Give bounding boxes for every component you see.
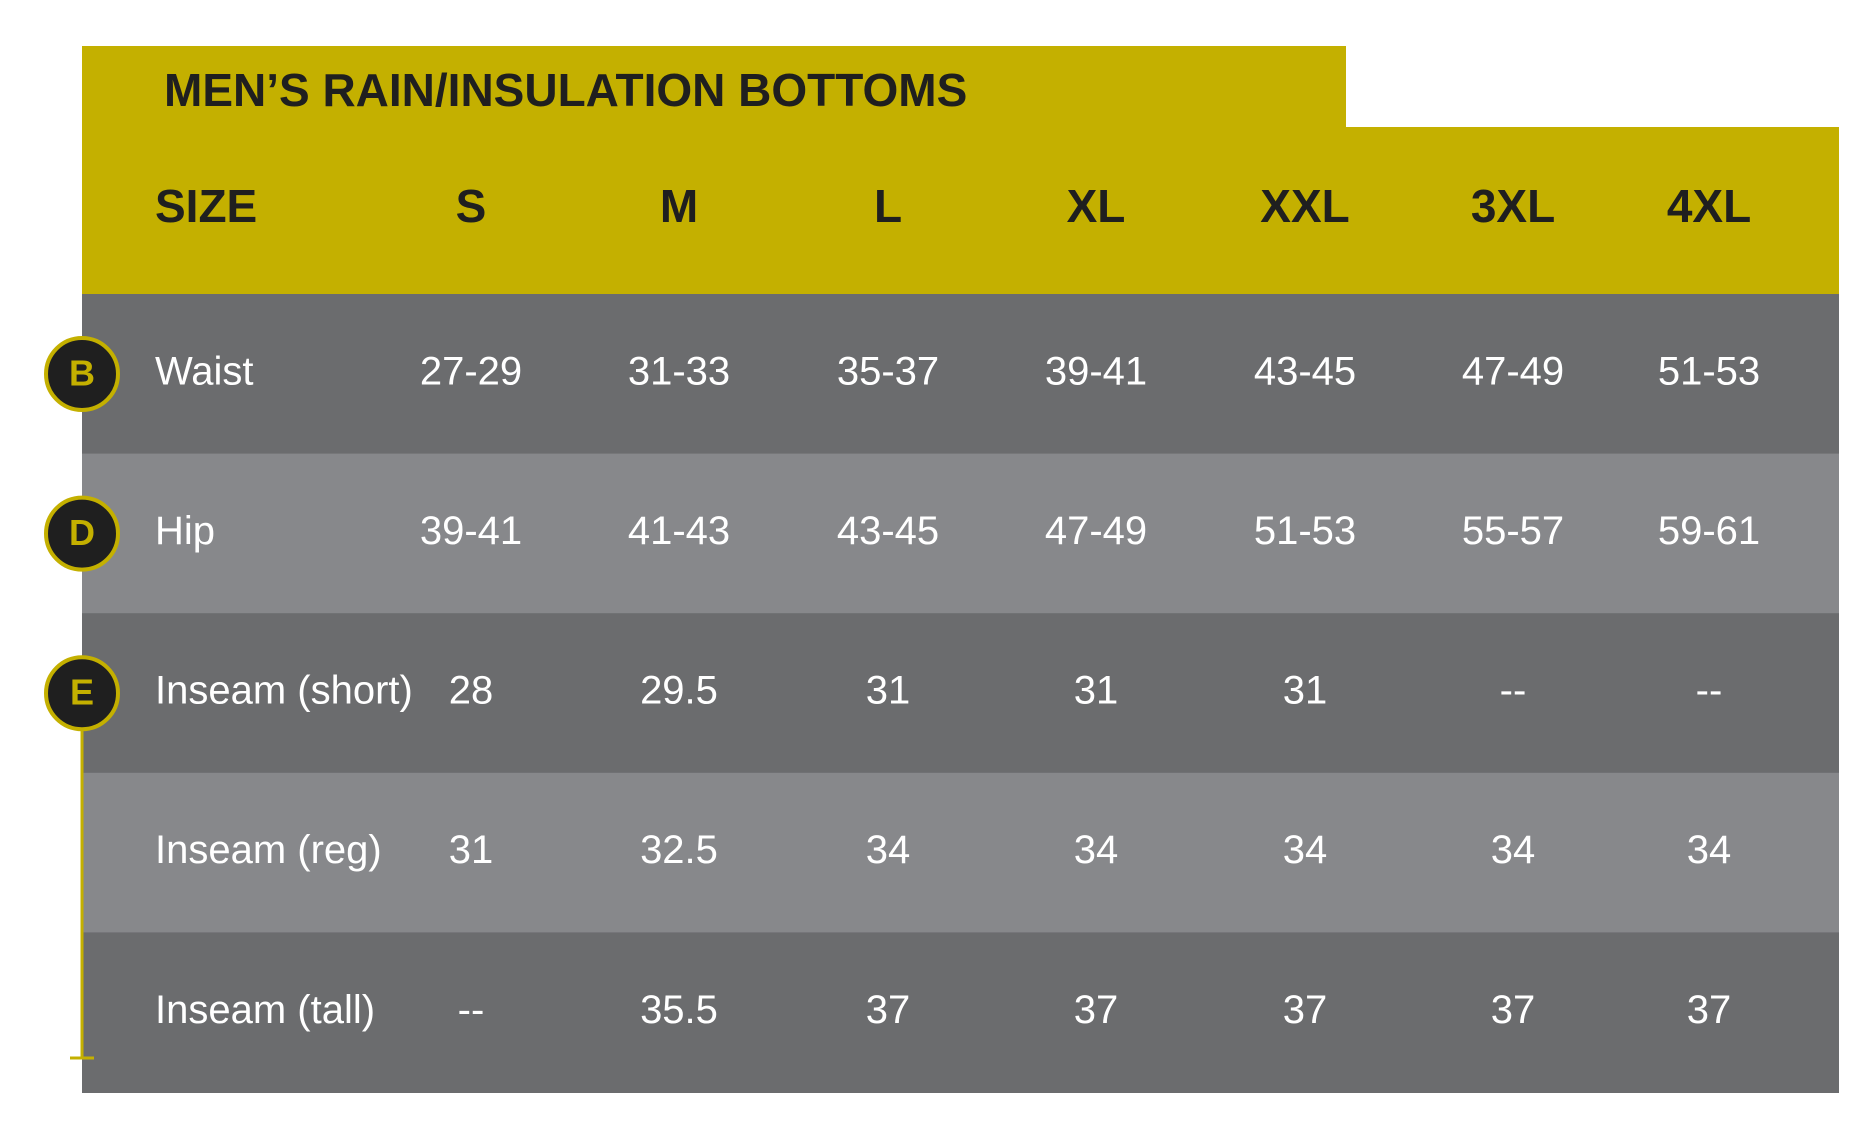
cell: 31 <box>1074 669 1119 713</box>
row-label: Inseam (reg) <box>155 828 382 872</box>
cell: 34 <box>866 828 911 872</box>
cell: 31 <box>1283 669 1328 713</box>
cell: 34 <box>1074 828 1119 872</box>
cell: 43-45 <box>837 509 939 553</box>
cell: 39-41 <box>420 509 522 553</box>
column-header: L <box>874 180 902 232</box>
cell: 37 <box>1074 988 1119 1032</box>
cell: 51-53 <box>1658 349 1760 393</box>
row-label: Hip <box>155 509 215 553</box>
cell: 39-41 <box>1045 349 1147 393</box>
cell: 37 <box>1687 988 1732 1032</box>
title-tab <box>82 46 1346 136</box>
cell: 35-37 <box>837 349 939 393</box>
cell: 51-53 <box>1254 509 1356 553</box>
row-bg <box>82 932 1839 1093</box>
cell: 47-49 <box>1462 349 1564 393</box>
column-header: M <box>660 180 698 232</box>
column-header: 4XL <box>1667 180 1751 232</box>
cell: 31-33 <box>628 349 730 393</box>
cell: 34 <box>1687 828 1732 872</box>
row-bg <box>82 294 1839 455</box>
table-title: MEN’S RAIN/INSULATION BOTTOMS <box>164 64 967 116</box>
column-header: XL <box>1067 180 1126 232</box>
cell: 29.5 <box>640 669 718 713</box>
marker-letter: B <box>69 353 95 394</box>
column-header: 3XL <box>1471 180 1555 232</box>
cell: 31 <box>449 828 494 872</box>
row-label: Waist <box>155 349 254 393</box>
cell: 37 <box>866 988 911 1032</box>
marker-letter: E <box>70 672 94 713</box>
cell: 28 <box>449 669 494 713</box>
cell: 31 <box>866 669 911 713</box>
cell: 32.5 <box>640 828 718 872</box>
cell: 41-43 <box>628 509 730 553</box>
cell: 34 <box>1491 828 1536 872</box>
cell: 43-45 <box>1254 349 1356 393</box>
cell: -- <box>458 988 485 1032</box>
cell: 27-29 <box>420 349 522 393</box>
cell: 35.5 <box>640 988 718 1032</box>
cell: 55-57 <box>1462 509 1564 553</box>
row-bg <box>82 772 1839 934</box>
cell: 59-61 <box>1658 509 1760 553</box>
row-bg <box>82 453 1839 615</box>
cell: -- <box>1500 669 1527 713</box>
header-band <box>82 127 1839 294</box>
row-label: Inseam (short) <box>155 669 413 713</box>
column-header: XXL <box>1260 180 1349 232</box>
marker-letter: D <box>69 512 95 553</box>
marker-circle <box>44 495 120 572</box>
row-label: Inseam (tall) <box>155 988 375 1032</box>
column-header: SIZE <box>155 180 257 232</box>
cell: 47-49 <box>1045 509 1147 553</box>
cell: -- <box>1696 669 1723 713</box>
row-bg <box>82 613 1839 774</box>
cell: 34 <box>1283 828 1328 872</box>
column-header: S <box>456 180 487 232</box>
cell: 37 <box>1491 988 1536 1032</box>
marker-circle <box>44 336 120 412</box>
cell: 37 <box>1283 988 1328 1032</box>
